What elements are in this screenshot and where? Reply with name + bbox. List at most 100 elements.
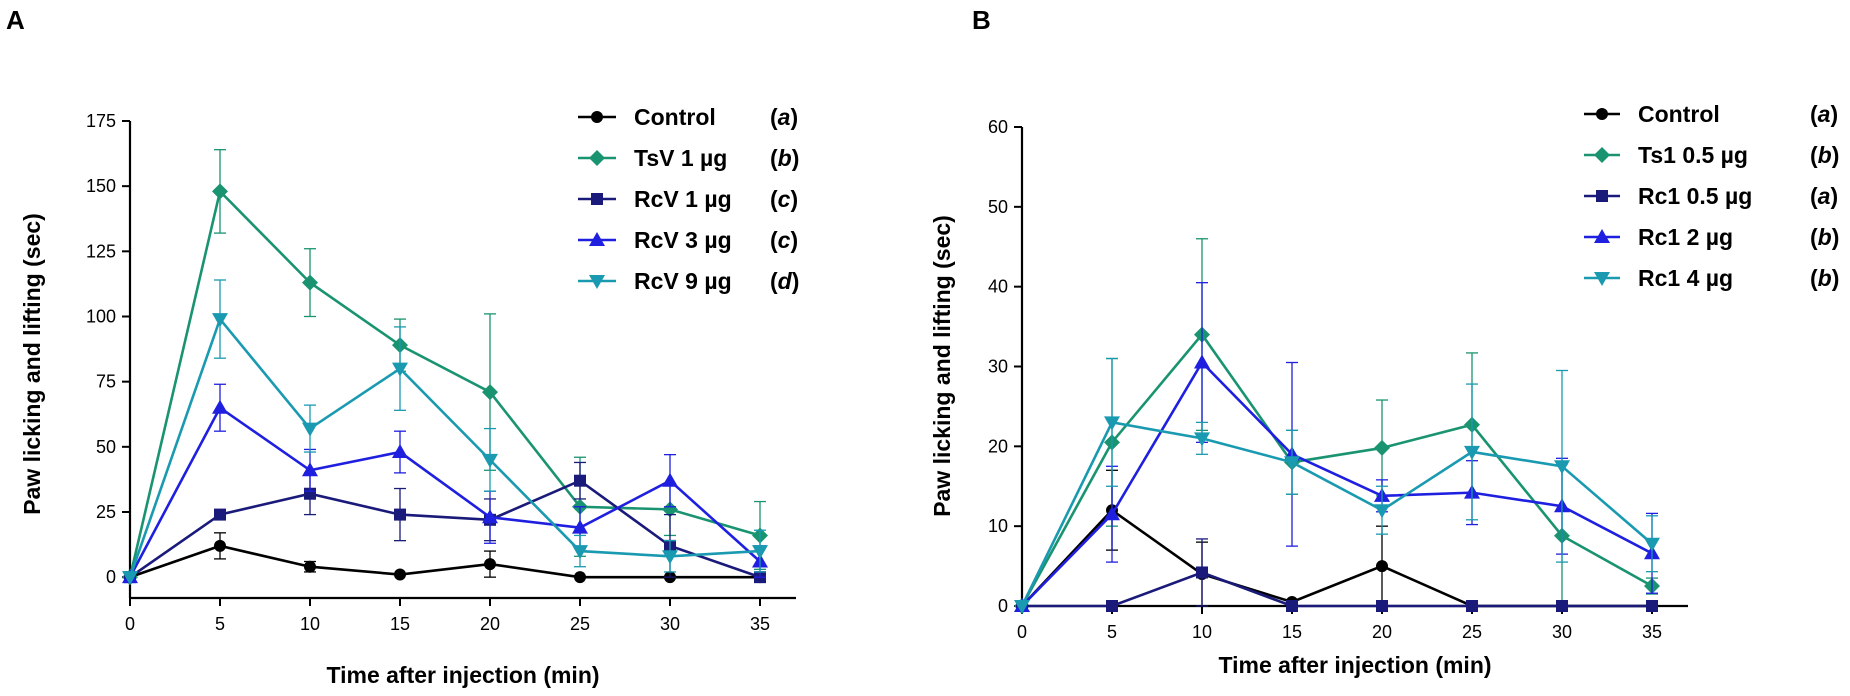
legend-label-a-3: RcV 3 µg [634, 227, 732, 253]
x-tick-label-a: 10 [300, 614, 320, 634]
y-tick-label-a: 50 [96, 437, 116, 457]
data-point-b-0 [1376, 560, 1388, 573]
x-axis-title-b: Time after injection (min) [1218, 652, 1491, 678]
series-line-a-0 [129, 544, 760, 579]
y-tick-label-b: 20 [988, 436, 1008, 456]
legend-label-a-1: TsV 1 µg [634, 145, 727, 171]
series-line-a-2 [129, 479, 761, 579]
y-axis-title-b: Paw licking and lifting (sec) [929, 215, 955, 517]
y-tick-label-b: 60 [988, 117, 1008, 137]
data-point-b-2 [1106, 600, 1118, 612]
data-point-a-3 [302, 462, 318, 477]
y-tick-label-a: 175 [86, 111, 116, 131]
legend-sig-b-3: (b) [1810, 224, 1839, 250]
legend-label-a-4: RcV 9 µg [634, 268, 732, 294]
legend-marker-b-0 [1596, 108, 1608, 120]
data-point-a-0 [574, 571, 586, 584]
x-tick-label-b: 20 [1372, 622, 1392, 642]
data-point-b-2 [1556, 600, 1568, 612]
data-point-a-4 [212, 313, 228, 328]
x-tick-label-a: 25 [570, 614, 590, 634]
data-point-b-4 [1644, 537, 1660, 552]
y-axis-title-a: Paw licking and lifting (sec) [19, 213, 45, 515]
legend-sig-a-2: (c) [770, 186, 798, 212]
data-point-a-1 [212, 183, 228, 200]
series-line-a-3 [128, 405, 761, 578]
data-point-b-4 [1554, 460, 1570, 475]
x-tick-label-a: 35 [750, 614, 770, 634]
legend-sig-b-4: (b) [1810, 265, 1839, 291]
y-tick-label-a: 0 [106, 567, 116, 587]
data-point-a-4 [392, 362, 408, 377]
y-tick-label-a: 125 [86, 241, 116, 261]
data-point-a-3 [482, 509, 498, 524]
series-a-4 [122, 279, 768, 586]
y-tick-label-a: 75 [96, 372, 116, 392]
data-point-a-0 [304, 560, 316, 573]
legend-label-a-2: RcV 1 µg [634, 186, 732, 212]
data-point-a-4 [662, 550, 678, 565]
data-point-a-4 [572, 545, 588, 560]
legend-marker-b-1 [1594, 147, 1610, 163]
y-tick-label-a: 150 [86, 176, 116, 196]
data-point-a-3 [572, 519, 588, 534]
series-b-2 [1016, 538, 1658, 612]
chart-panel-a: 0 25 50 75 100 125 150 175 0 5 10 15 20 25 30 35 Time af… [19, 104, 799, 688]
data-point-b-4 [1194, 432, 1210, 447]
data-point-b-2 [1646, 600, 1658, 612]
series-line-b-3 [1021, 360, 1653, 607]
data-point-b-4 [1374, 504, 1390, 519]
data-point-a-1 [662, 501, 678, 518]
legend-marker-b-3 [1594, 229, 1610, 243]
legend-marker-a-3 [589, 232, 605, 246]
data-point-a-0 [484, 558, 496, 571]
x-tick-label-b: 15 [1282, 622, 1302, 642]
legend-marker-a-4 [589, 275, 605, 289]
data-point-a-0 [214, 539, 226, 552]
y-tick-label-a: 100 [86, 306, 116, 326]
data-point-a-4 [482, 453, 498, 468]
data-point-b-3 [1104, 506, 1120, 521]
legend-marker-a-2 [591, 193, 603, 205]
series-line-b-2 [1022, 571, 1652, 608]
x-tick-label-a: 20 [480, 614, 500, 634]
y-tick-label-b: 0 [998, 596, 1008, 616]
data-point-b-4 [1284, 456, 1300, 471]
x-tick-label-b: 5 [1107, 622, 1117, 642]
data-point-a-2 [574, 474, 586, 487]
y-tick-label-b: 40 [988, 277, 1008, 297]
legend-marker-a-1 [589, 150, 605, 166]
series-line-a-1 [128, 188, 761, 578]
x-tick-label-b: 0 [1017, 622, 1027, 642]
legend-marker-a-0 [591, 111, 603, 123]
panel-label-a: A [6, 5, 25, 35]
data-point-a-0 [394, 568, 406, 581]
panel-label-b: B [972, 5, 991, 35]
data-point-b-4 [1104, 416, 1120, 431]
legend-label-a-0: Control [634, 104, 716, 130]
data-point-a-4 [302, 422, 318, 437]
legend-sig-b-1: (b) [1810, 142, 1839, 168]
series-line-b-0 [1021, 508, 1652, 608]
data-point-a-4 [122, 571, 138, 586]
chart-panel-b: 0 10 20 30 40 50 60 0 5 10 15 20 25 30 35 Time after in… [929, 101, 1839, 678]
data-point-b-1 [1374, 439, 1390, 456]
legend-sig-a-1: (b) [770, 145, 799, 171]
legend-label-b-4: Rc1 4 µg [1638, 265, 1733, 291]
series-b-4 [1014, 357, 1660, 614]
y-tick-label-b: 30 [988, 357, 1008, 377]
data-point-b-2 [1376, 600, 1388, 612]
y-tick-label-b: 10 [988, 516, 1008, 536]
data-point-a-2 [394, 508, 406, 521]
x-tick-label-b: 35 [1642, 622, 1662, 642]
data-point-a-1 [302, 274, 318, 291]
data-point-a-2 [214, 508, 226, 521]
legend-sig-a-0: (a) [770, 104, 798, 130]
series-line-a-4 [128, 316, 761, 578]
x-tick-label-a: 0 [125, 614, 135, 634]
y-tick-label-a: 25 [96, 502, 116, 522]
x-tick-label-b: 30 [1552, 622, 1572, 642]
x-tick-label-a: 5 [215, 614, 225, 634]
legend-label-b-3: Rc1 2 µg [1638, 224, 1733, 250]
